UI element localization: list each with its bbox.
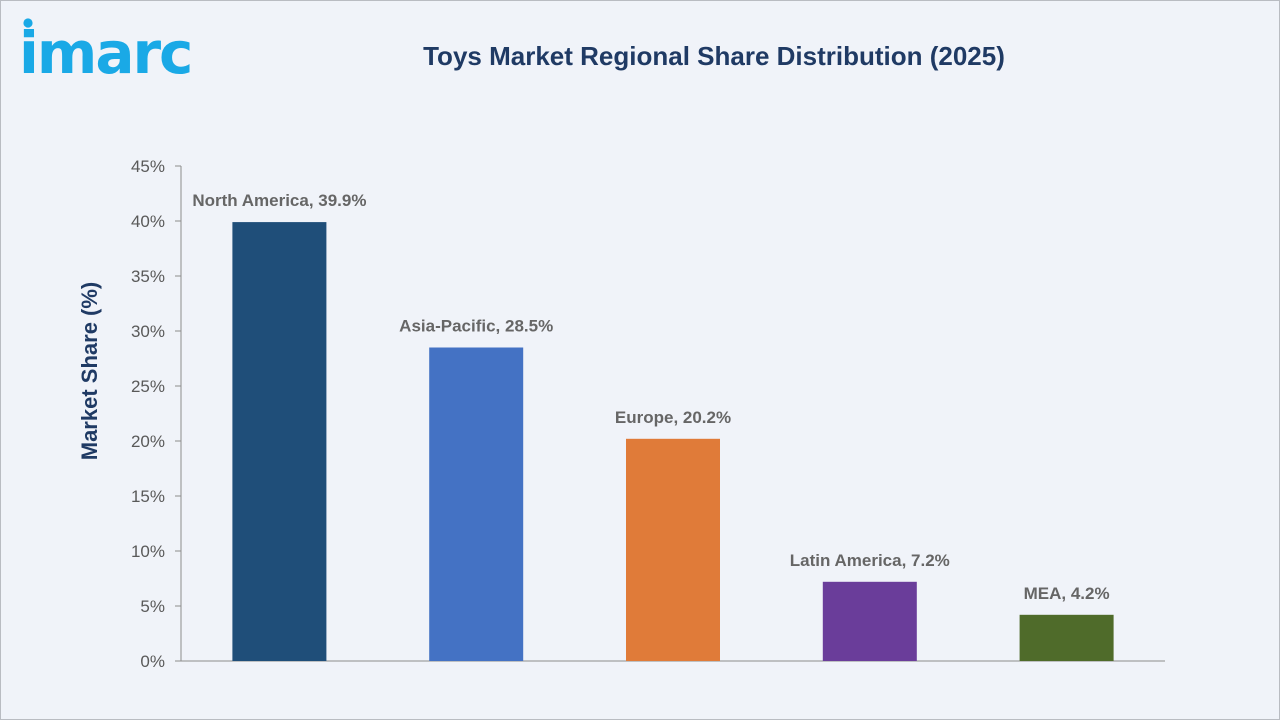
imarc-logo: imarc	[19, 18, 193, 79]
data-label: Asia-Pacific, 28.5%	[399, 317, 553, 336]
y-tick-label: 5%	[140, 597, 165, 616]
bar-europe	[626, 438, 720, 661]
bar-latin-america	[822, 581, 917, 661]
data-label: Latin America, 7.2%	[790, 551, 950, 570]
bar-mea	[1019, 614, 1114, 661]
chart-title: Toys Market Regional Share Distribution …	[423, 41, 1005, 71]
data-label: North America, 39.9%	[192, 191, 366, 210]
y-axis-label: Market Share (%)	[77, 282, 102, 461]
y-tick-label: 25%	[131, 377, 165, 396]
bar-north-america	[232, 222, 327, 661]
y-tick-label: 45%	[131, 157, 165, 176]
logo-text: imarc	[19, 19, 191, 79]
y-tick-label: 20%	[131, 432, 165, 451]
bar-asia-pacific	[429, 347, 524, 661]
y-tick-label: 15%	[131, 487, 165, 506]
y-tick-label: 0%	[140, 652, 165, 671]
y-tick-label: 35%	[131, 267, 165, 286]
y-tick-label: 10%	[131, 542, 165, 561]
data-label: Europe, 20.2%	[615, 408, 731, 427]
y-tick-label: 30%	[131, 322, 165, 341]
data-label: MEA, 4.2%	[1024, 584, 1110, 603]
y-tick-label: 40%	[131, 212, 165, 231]
